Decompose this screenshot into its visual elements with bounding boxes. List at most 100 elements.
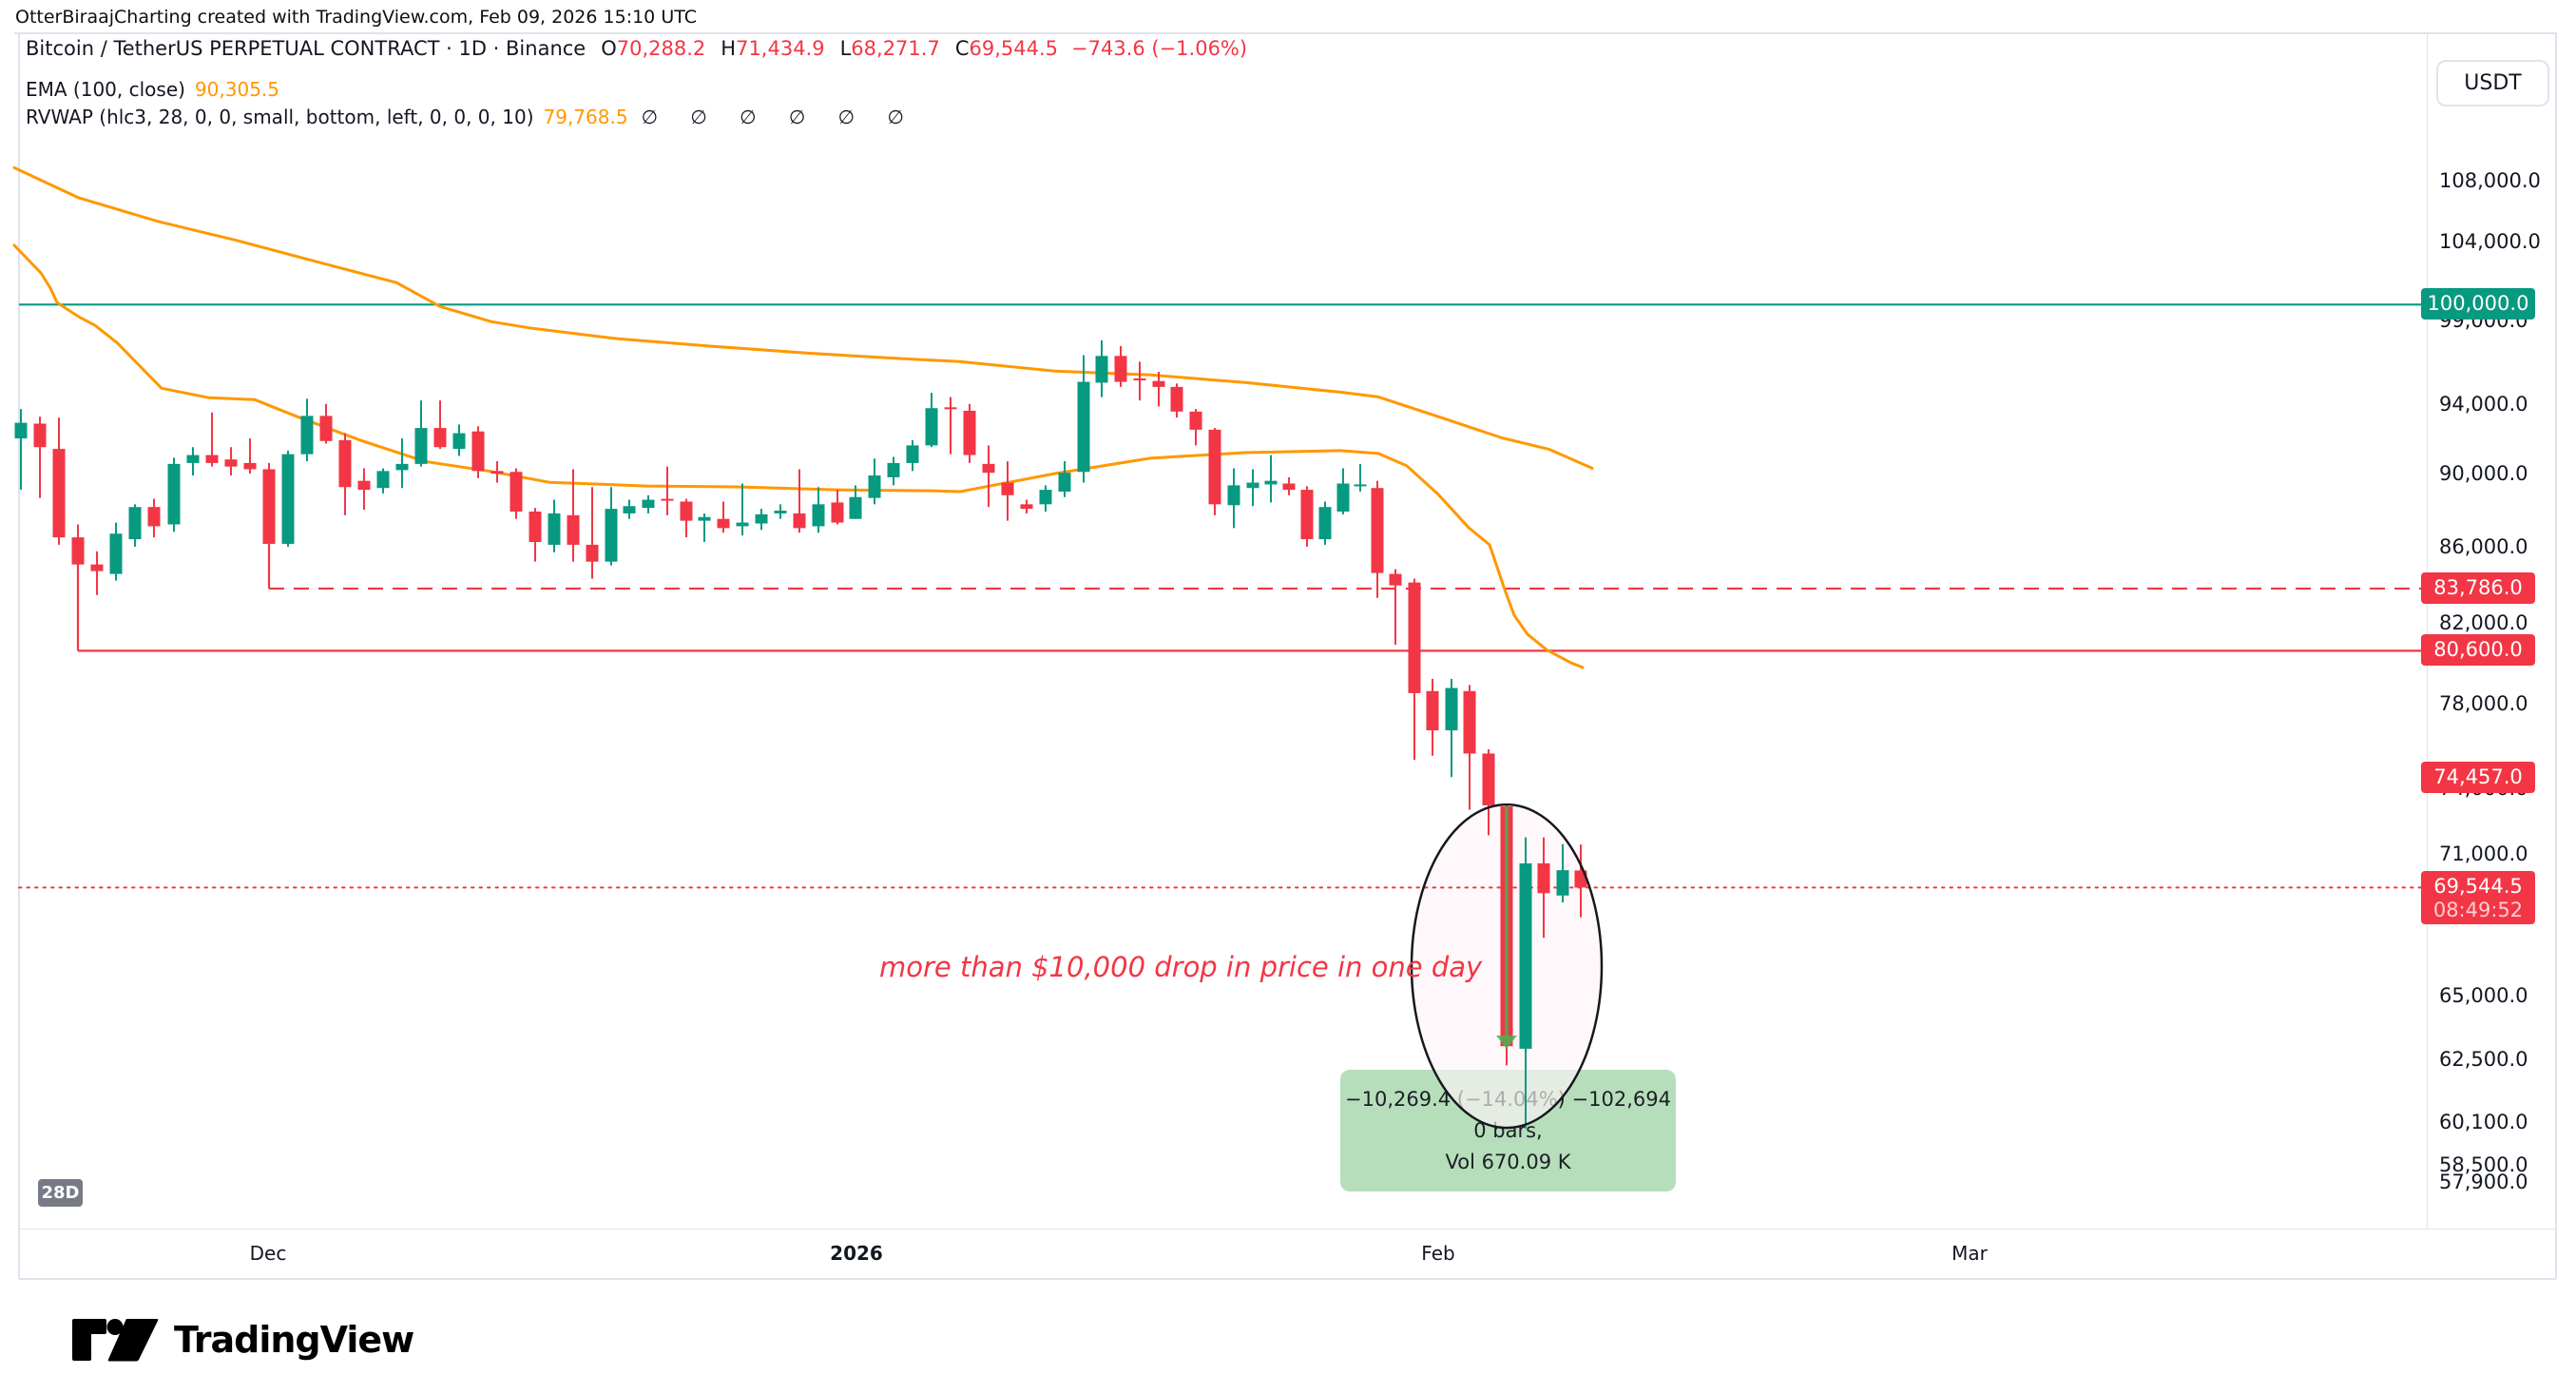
candle-body-44 [849,496,862,519]
price-tick-104000: 104,000.0 [2439,230,2541,254]
chart-legend: Bitcoin / TetherUS PERPETUAL CONTRACT · … [26,34,1247,131]
candle-body-0 [14,422,28,439]
candle-body-34 [661,498,674,501]
currency-toggle-button[interactable]: USDT [2436,60,2549,106]
price-tick-78000: 78,000.0 [2439,691,2528,715]
time-label-2026: 2026 [830,1242,883,1265]
price-badge-80600: 80,600.0 [2421,634,2535,667]
time-label-Mar: Mar [1951,1242,1988,1265]
symbol-row[interactable]: Bitcoin / TetherUS PERPETUAL CONTRACT · … [26,34,1247,63]
candle-body-65 [1246,482,1259,489]
candle-body-51 [982,463,995,474]
time-label-Dec: Dec [249,1242,287,1265]
candle-body-1 [33,423,47,448]
indicator-row-rvwap[interactable]: RVWAP (hlc3, 28, 0, 0, small, bottom, le… [26,104,1247,131]
tradingview-logo-text: TradingView [174,1319,414,1361]
candle-body-21 [414,428,428,464]
candle-body-62 [1189,411,1202,430]
price-axis-separator[interactable] [2427,32,2428,1229]
candle-body-73 [1389,573,1402,586]
candle-body-54 [1039,490,1052,505]
close-label: C [954,37,970,60]
price-tick-94000: 94,000.0 [2439,392,2528,416]
candle-body-64 [1227,485,1240,506]
rvwap-indicator-name[interactable]: RVWAP (hlc3, 28, 0, 0, small, bottom, le… [26,106,534,128]
drop-annotation-text[interactable]: more than $10,000 drop in price in one d… [879,951,1483,983]
candle-body-55 [1058,473,1071,493]
candle-body-15 [300,416,314,455]
price-badge-label: 74,457.0 [2433,765,2523,789]
candle-body-74 [1408,582,1421,693]
candle-body-27 [529,512,542,542]
open-label: O [601,37,617,60]
ema-100-line [12,165,1594,470]
candle-body-67 [1282,483,1296,491]
candle-body-75 [1426,690,1439,731]
candle-body-24 [471,431,485,472]
symbol-title[interactable]: Bitcoin / TetherUS PERPETUAL CONTRACT · … [26,37,586,60]
widget-right-border [2555,32,2557,1279]
indicator-row-ema[interactable]: EMA (100, close) 90,305.5 [26,76,1247,104]
candle-body-82 [1556,870,1569,896]
candle-body-4 [90,564,104,571]
tradingview-logo[interactable]: TradingView [71,1318,414,1362]
candle-body-32 [623,506,636,513]
candle-body-69 [1318,507,1332,540]
low-label: L [839,37,852,60]
price-badge-74457: 74,457.0 [2421,762,2535,794]
candle-body-47 [906,445,919,463]
price-axis[interactable]: 108,000.0 104,000.0 99,000.0 94,000.0 90,000… [2421,32,2557,1229]
candle-body-63 [1208,429,1221,505]
interval-badge[interactable]: 28D [38,1179,83,1207]
price-tick-71000: 71,000.0 [2439,842,2528,866]
candle-body-17 [338,439,352,488]
candle-body-28 [548,513,561,545]
widget-top-border [14,32,2556,34]
candle-body-37 [717,518,730,529]
low-value: 68,271.7 [851,37,940,60]
widget-left-border [18,32,20,1279]
candle-body-59 [1133,378,1146,381]
tradingview-logo-icon [72,1319,159,1362]
price-tick-86000: 86,000.0 [2439,534,2528,558]
candle-body-11 [224,459,238,467]
candle-body-72 [1371,488,1384,573]
candle-body-9 [186,455,200,463]
price-tick-82000: 82,000.0 [2439,611,2528,635]
candle-body-45 [868,475,881,498]
candle-body-57 [1095,356,1108,383]
price-tick-108000: 108,000.0 [2439,169,2541,193]
candle-body-2 [52,449,66,538]
candle-body-13 [262,469,276,544]
close-value: 69,544.5 [969,37,1058,60]
candle-body-76 [1445,687,1458,731]
price-tick-62500: 62,500.0 [2439,1047,2528,1071]
candle-body-22 [433,428,447,448]
rvwap-empty-set-values: ∅ ∅ ∅ ∅ ∅ ∅ [641,106,917,128]
price-badge-83786: 83,786.0 [2421,571,2535,604]
candle-body-10 [205,455,219,463]
change-value: −743.6 (−1.06%) [1071,37,1248,60]
time-axis[interactable]: Dec 2026 Feb Mar [0,1229,2576,1279]
candle-body-35 [680,501,693,521]
measure-arrow-head [1496,1036,1517,1050]
price-badge-label: 69,544.5 [2433,875,2523,899]
measure-tooltip-volume: Vol 670.09 K [1445,1151,1571,1173]
candle-body-50 [963,410,976,455]
time-label-Feb: Feb [1421,1242,1455,1265]
candle-body-48 [925,408,938,446]
candle-body-25 [490,471,504,474]
candle-body-31 [605,509,618,562]
ema-indicator-name[interactable]: EMA (100, close) [26,78,185,101]
candle-body-52 [1001,482,1014,495]
measure-tooltip[interactable]: −10,269.4 (−14.04%) −102,694 0 bars, Vol… [1340,1070,1676,1191]
candle-body-8 [167,463,181,525]
candle-body-68 [1300,490,1314,540]
candle-body-53 [1020,504,1033,510]
candle-body-58 [1114,356,1127,382]
candle-body-16 [319,416,333,441]
candle-body-6 [128,507,142,540]
price-badge-label: 80,600.0 [2433,638,2523,662]
